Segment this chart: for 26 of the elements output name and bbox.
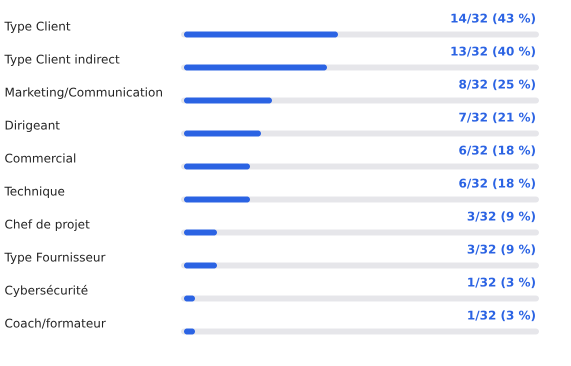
data-label: 3/32 (9 %) <box>466 242 536 256</box>
bar <box>184 98 272 104</box>
data-label: 6/32 (18 %) <box>458 176 536 190</box>
y-tick-label: Type Fournisseur <box>4 250 106 264</box>
y-tick-label: Type Client <box>4 20 71 34</box>
data-label: 14/32 (43 %) <box>450 12 536 26</box>
bar <box>184 130 261 136</box>
bar <box>184 164 250 170</box>
bar <box>184 230 217 236</box>
bar <box>184 262 217 268</box>
data-label: 7/32 (21 %) <box>458 110 536 124</box>
data-label: 8/32 (25 %) <box>458 78 536 92</box>
data-label: 1/32 (3 %) <box>466 308 536 322</box>
y-tick-label: Chef de projet <box>4 218 90 232</box>
y-tick-label: Cybersécurité <box>4 284 88 298</box>
y-tick-label: Commercial <box>4 152 76 166</box>
y-tick-label: Technique <box>4 184 65 198</box>
data-label: 13/32 (40 %) <box>450 44 536 58</box>
data-label: 1/32 (3 %) <box>466 276 536 290</box>
y-tick-label: Type Client indirect <box>4 52 120 66</box>
y-tick-label: Marketing/Communication <box>4 86 163 100</box>
y-tick-label: Coach/formateur <box>4 316 106 330</box>
y-tick-label: Dirigeant <box>4 118 60 132</box>
data-label: 6/32 (18 %) <box>458 144 536 158</box>
bar <box>184 196 250 202</box>
data-label: 3/32 (9 %) <box>466 210 536 224</box>
